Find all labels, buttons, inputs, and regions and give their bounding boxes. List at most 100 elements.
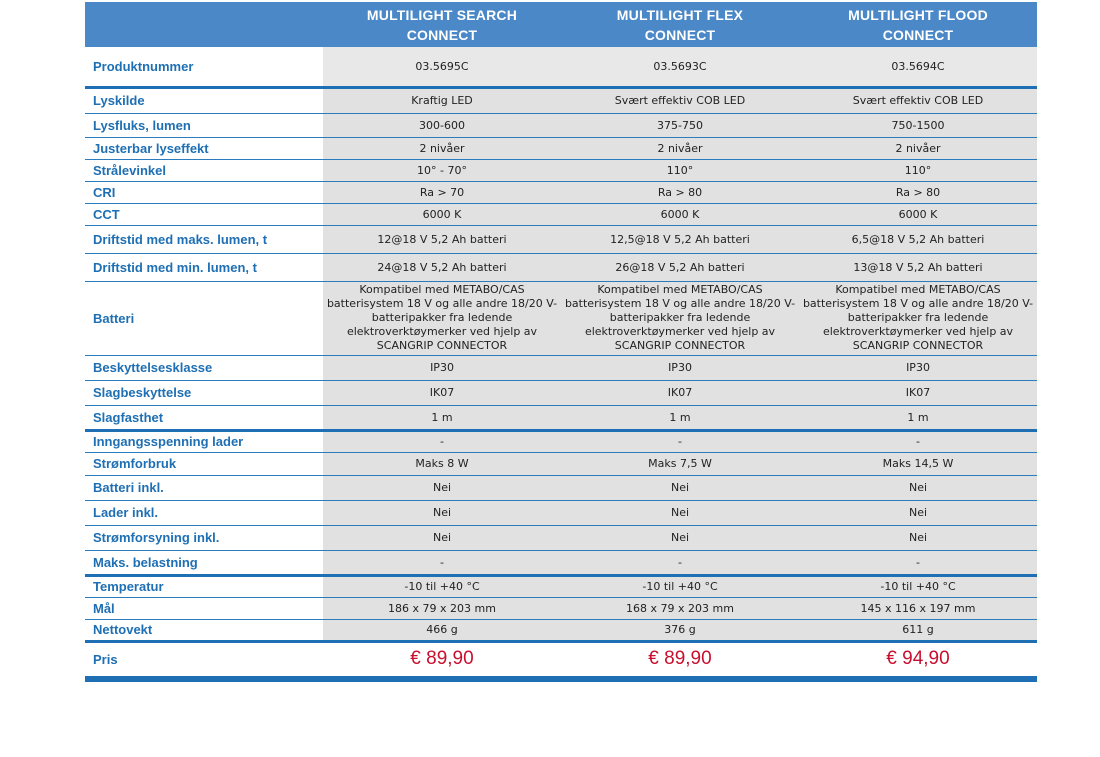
table-row: Beskyttelsesklasse IP30 IP30 IP30 (85, 355, 1037, 381)
table-row: Strålevinkel 10° - 70° 110° 110° (85, 159, 1037, 182)
cell-value: Ra > 80 (561, 181, 799, 204)
header-row: MULTILIGHT SEARCH CONNECT MULTILIGHT FLEX… (85, 2, 1037, 47)
row-label: Strålevinkel (85, 159, 323, 182)
row-label: Nettovekt (85, 619, 323, 643)
cell-value: 110° (561, 159, 799, 182)
cell-value: Nei (799, 525, 1037, 551)
table-row: Batteri inkl. Nei Nei Nei (85, 475, 1037, 501)
cell-value: -10 til +40 °C (799, 575, 1037, 598)
cell-value: 145 x 116 x 197 mm (799, 597, 1037, 620)
cell-value: IP30 (799, 355, 1037, 381)
table-row: Driftstid med maks. lumen, t 12@18 V 5,2… (85, 225, 1037, 254)
cell-value: 6000 K (323, 203, 561, 226)
row-label: Lyskilde (85, 87, 323, 114)
row-label: Pris (85, 641, 323, 682)
cell-value: 03.5694C (799, 47, 1037, 89)
cell-value: 6,5@18 V 5,2 Ah batteri (799, 225, 1037, 254)
cell-value: Nei (799, 500, 1037, 526)
cell-value: - (799, 430, 1037, 453)
cell-value: Kompatibel med METABO/CAS batterisystem … (799, 281, 1037, 356)
cell-value: IK07 (323, 380, 561, 406)
cell-value: Maks 8 W (323, 452, 561, 476)
cell-value: - (561, 550, 799, 577)
row-label: Beskyttelsesklasse (85, 355, 323, 381)
cell-value: Kraftig LED (323, 87, 561, 114)
cell-value: Svært effektiv COB LED (799, 87, 1037, 114)
cell-value: Maks 7,5 W (561, 452, 799, 476)
row-label: Justerbar lyseffekt (85, 137, 323, 160)
cell-value: IK07 (561, 380, 799, 406)
price-value: € 89,90 (323, 641, 561, 682)
cell-value: - (323, 550, 561, 577)
cell-value: Maks 14,5 W (799, 452, 1037, 476)
table-row: Lyskilde Kraftig LED Svært effektiv COB … (85, 87, 1037, 114)
table-row: CRI Ra > 70 Ra > 80 Ra > 80 (85, 181, 1037, 204)
table-row: Batteri Kompatibel med METABO/CAS batter… (85, 281, 1037, 356)
cell-value: Nei (561, 525, 799, 551)
row-label: CRI (85, 181, 323, 204)
table-row: Mål 186 x 79 x 203 mm 168 x 79 x 203 mm … (85, 597, 1037, 620)
cell-value: Nei (561, 500, 799, 526)
cell-value: IK07 (799, 380, 1037, 406)
table-row: Slagfasthet 1 m 1 m 1 m (85, 405, 1037, 432)
cell-value: 03.5695C (323, 47, 561, 89)
cell-value: - (323, 430, 561, 453)
column-header-line: CONNECT (406, 26, 478, 43)
column-header-line: MULTILIGHT FLEX (616, 6, 744, 23)
cell-value: 1 m (323, 405, 561, 432)
row-label: Batteri (85, 281, 323, 356)
row-label: Slagbeskyttelse (85, 380, 323, 406)
table-row: Driftstid med min. lumen, t 24@18 V 5,2 … (85, 253, 1037, 282)
row-label: Maks. belastning (85, 550, 323, 577)
table-row: Nettovekt 466 g 376 g 611 g (85, 619, 1037, 643)
column-header-line: MULTILIGHT SEARCH (366, 6, 518, 23)
table-row: Inngangsspenning lader - - - (85, 430, 1037, 453)
column-header-search: MULTILIGHT SEARCH CONNECT (323, 2, 561, 47)
cell-value: Svært effektiv COB LED (561, 87, 799, 114)
cell-value: 03.5693C (561, 47, 799, 89)
row-label: Inngangsspenning lader (85, 430, 323, 453)
cell-value: 12@18 V 5,2 Ah batteri (323, 225, 561, 254)
column-header-flex: MULTILIGHT FLEX CONNECT (561, 2, 799, 47)
table-row: Justerbar lyseffekt 2 nivåer 2 nivåer 2 … (85, 137, 1037, 160)
cell-value: 375-750 (561, 113, 799, 138)
row-label: Strømforsyning inkl. (85, 525, 323, 551)
cell-value: Nei (799, 475, 1037, 501)
table-row: Temperatur -10 til +40 °C -10 til +40 °C… (85, 575, 1037, 598)
row-label: Driftstid med min. lumen, t (85, 253, 323, 282)
cell-value: 186 x 79 x 203 mm (323, 597, 561, 620)
column-header-line: CONNECT (644, 26, 716, 43)
cell-value: IP30 (323, 355, 561, 381)
table-row: Lysfluks, lumen 300-600 375-750 750-1500 (85, 113, 1037, 138)
column-header-line: CONNECT (882, 26, 954, 43)
cell-value: Nei (323, 475, 561, 501)
table-row: Strømforbruk Maks 8 W Maks 7,5 W Maks 14… (85, 452, 1037, 476)
cell-value: Nei (323, 525, 561, 551)
price-value: € 89,90 (561, 641, 799, 682)
cell-value: 1 m (799, 405, 1037, 432)
cell-value: - (561, 430, 799, 453)
cell-value: 466 g (323, 619, 561, 643)
cell-value: 168 x 79 x 203 mm (561, 597, 799, 620)
header-corner (85, 2, 323, 47)
row-label: Mål (85, 597, 323, 620)
cell-value: 2 nivåer (799, 137, 1037, 160)
table-row: Produktnummer 03.5695C 03.5693C 03.5694C (85, 47, 1037, 89)
row-label: Strømforbruk (85, 452, 323, 476)
column-header-line: MULTILIGHT FLOOD (848, 6, 988, 23)
row-label: Temperatur (85, 575, 323, 598)
cell-value: Kompatibel med METABO/CAS batterisystem … (561, 281, 799, 356)
spec-table: MULTILIGHT SEARCH CONNECT MULTILIGHT FLEX… (85, 2, 1037, 682)
row-label: Produktnummer (85, 47, 323, 89)
cell-value: -10 til +40 °C (323, 575, 561, 598)
price-row: Pris € 89,90 € 89,90 € 94,90 (85, 641, 1037, 682)
row-label: Batteri inkl. (85, 475, 323, 501)
cell-value: 6000 K (799, 203, 1037, 226)
cell-value: - (799, 550, 1037, 577)
cell-value: 110° (799, 159, 1037, 182)
table-row: Lader inkl. Nei Nei Nei (85, 500, 1037, 526)
table-row: Slagbeskyttelse IK07 IK07 IK07 (85, 380, 1037, 406)
cell-value: 2 nivåer (561, 137, 799, 160)
cell-value: 6000 K (561, 203, 799, 226)
table-row: CCT 6000 K 6000 K 6000 K (85, 203, 1037, 226)
